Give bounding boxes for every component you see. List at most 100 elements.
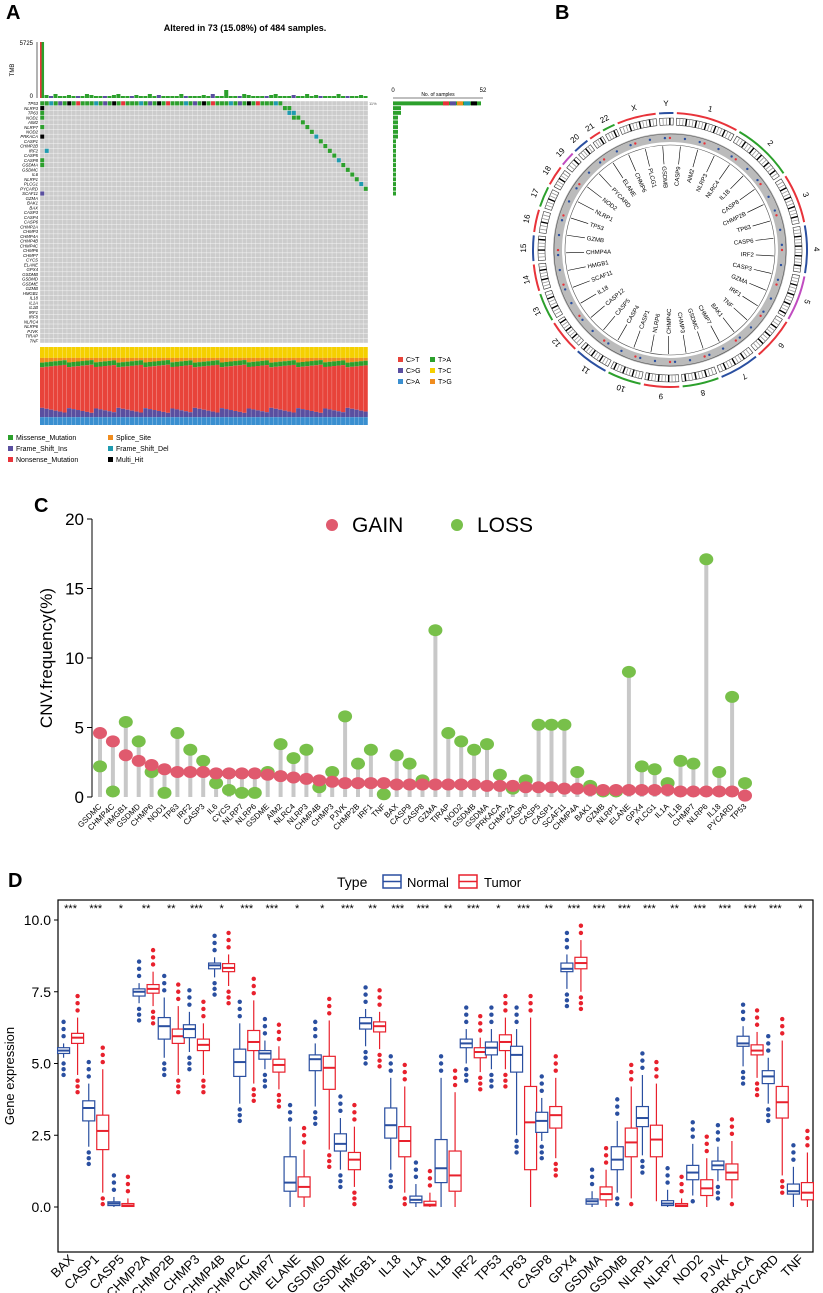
c-gain-point <box>712 785 727 798</box>
c-loss-point <box>441 727 456 740</box>
ideogram-band <box>619 118 658 135</box>
c-gain-point <box>299 772 314 785</box>
titv-segment-cg <box>224 409 229 418</box>
titv-segment-tg <box>336 357 341 361</box>
titv-segment-tg <box>269 357 274 363</box>
ideogram-stripe <box>547 295 555 300</box>
d-significance: *** <box>693 903 707 915</box>
d-tumor-outlier <box>251 1092 256 1098</box>
gene-label-pjvk: PJVK <box>27 329 39 334</box>
titv-segment-ct <box>327 366 332 410</box>
nsamples-bar <box>393 172 396 177</box>
titv-segment-ct <box>201 366 207 410</box>
titv-segment-tc <box>210 347 216 358</box>
titv-segment-ca <box>287 417 292 425</box>
mutation-cell <box>278 101 283 106</box>
d-normal-outlier <box>237 1107 242 1112</box>
titv-segment-tc <box>48 347 54 358</box>
d-tumor-outlier <box>478 1013 483 1019</box>
titv-segment-ta <box>93 362 99 367</box>
titv-segment-tg <box>255 357 260 362</box>
c-gain-point <box>441 778 456 791</box>
circos-gene-label: NOD2 <box>601 197 618 212</box>
ideogram-stripe <box>687 373 690 381</box>
cnv-point <box>556 253 560 257</box>
titv-segment-ta <box>327 361 332 367</box>
titv-segment-cg <box>269 407 274 418</box>
titv-segment-ca <box>354 417 359 425</box>
c-gain-point <box>544 781 559 794</box>
d-tumor-outlier <box>805 1135 810 1141</box>
titv-segment-ca <box>314 417 319 425</box>
cnv-point <box>749 326 753 329</box>
d-significance: * <box>798 903 803 915</box>
nsamples-bar <box>393 110 401 115</box>
ideogram-stripe <box>585 346 591 353</box>
c-gain-point <box>157 763 172 776</box>
titv-segment-tg <box>170 357 175 363</box>
cnv-point <box>730 155 733 158</box>
chromosome-arc <box>577 350 606 372</box>
ideogram-band <box>537 235 547 261</box>
mutation-cell <box>44 101 49 106</box>
d-significance: *** <box>467 903 481 915</box>
titv-segment-cg <box>350 408 355 418</box>
c-loss-point <box>363 743 378 756</box>
titv-segment-tg <box>309 357 314 362</box>
ideogram-stripe <box>787 291 795 296</box>
ideogram-stripe <box>684 374 687 382</box>
d-tumor-outlier <box>352 1117 357 1122</box>
circos-gene-label: CASP9 <box>674 166 682 187</box>
ideogram-stripe <box>793 267 801 270</box>
circos-gene-label: PLCG1 <box>646 168 657 189</box>
d-normal-outlier <box>61 1026 66 1032</box>
cnv-point <box>603 339 606 342</box>
d-tumor-outlier <box>654 1074 659 1079</box>
cnv-point <box>587 171 591 174</box>
cnv-point <box>683 137 687 141</box>
titv-segment-ct <box>80 365 85 411</box>
gene-pointer <box>742 295 758 307</box>
c-legend-loss-label: LOSS <box>477 514 533 537</box>
titv-segment-ct <box>219 367 224 409</box>
d-tumor-outlier <box>452 1068 458 1073</box>
d-tumor-outlier <box>805 1128 810 1134</box>
gene-pointer <box>628 154 637 172</box>
ideogram-stripe <box>588 348 594 355</box>
d-tumor-box <box>523 1085 538 1171</box>
titv-segment-cg <box>116 407 121 418</box>
d-normal-outlier <box>262 1016 268 1022</box>
mutation-cell <box>188 101 193 106</box>
nsamples-bar <box>393 134 398 139</box>
titv-segment-ta <box>228 361 233 367</box>
d-normal-outlier <box>237 1112 242 1118</box>
d-tumor-box <box>322 1055 336 1090</box>
titv-segment-cg <box>255 410 260 418</box>
nsamples-bar <box>393 120 398 125</box>
tmb-bar-nonsense <box>40 42 42 98</box>
chromosome-arc <box>602 123 615 132</box>
ideogram-stripe <box>753 342 759 349</box>
ideogram-stripe <box>546 292 553 297</box>
ideogram-stripe <box>598 355 604 362</box>
d-tumor-outlier <box>780 1190 785 1195</box>
chromosome-label: Y <box>663 99 669 108</box>
d-tumor-outlier <box>478 1028 483 1033</box>
mutation-cell <box>40 101 45 106</box>
tmb-bar <box>314 95 319 98</box>
ideogram-stripe <box>648 119 652 127</box>
cnv-point <box>668 360 672 364</box>
d-tumor-outlier <box>377 1064 382 1069</box>
ideogram-stripe <box>571 162 577 168</box>
titv-segment-tg <box>359 357 364 362</box>
mutation-legend-label: Frame_Shift_Del <box>116 446 169 453</box>
titv-segment-ta <box>255 361 260 367</box>
titv-segment-cg <box>251 409 256 418</box>
titv-segment-tg <box>246 357 251 363</box>
nsamples-bar <box>393 101 481 106</box>
d-normal-outlier <box>665 1180 670 1185</box>
titv-segment-ta <box>129 361 135 366</box>
d-tumor-outlier <box>100 1201 105 1207</box>
titv-segment-ct <box>84 365 90 412</box>
titv-segment-ta <box>345 362 350 368</box>
